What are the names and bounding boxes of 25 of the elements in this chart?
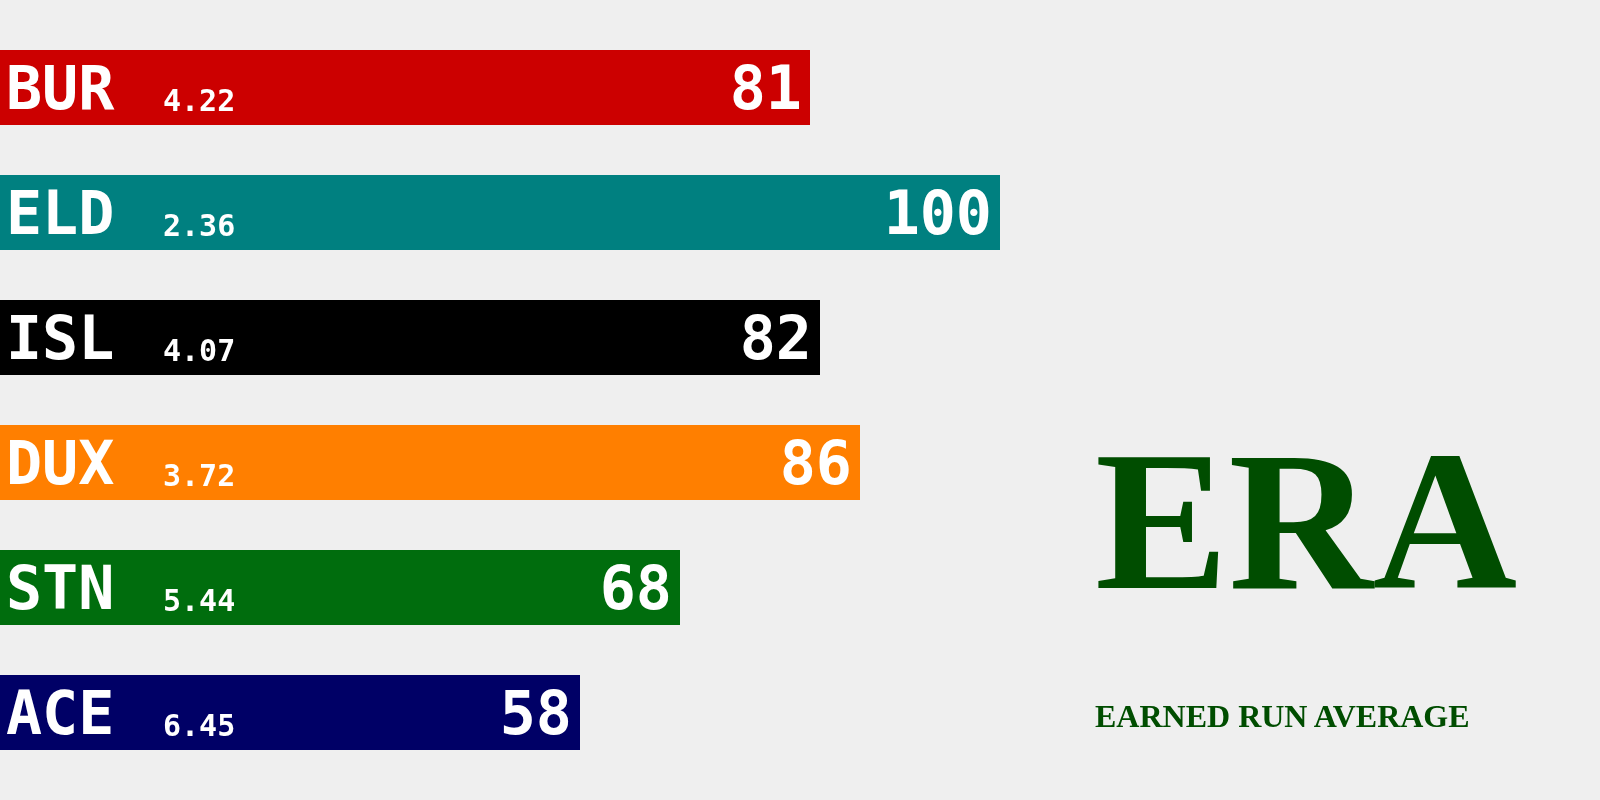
text: ERA xyxy=(1095,409,1518,631)
annotation: 4.07 xyxy=(163,333,236,368)
data-label: 58 xyxy=(499,677,572,748)
y-tick-label: BUR xyxy=(6,52,116,123)
y-tick-label: DUX xyxy=(6,427,115,498)
text: EARNED RUN AVERAGE xyxy=(1095,698,1470,734)
data-label: 100 xyxy=(883,177,992,248)
data-label: 81 xyxy=(729,52,802,123)
annotation: 6.45 xyxy=(163,708,236,743)
annotation: 2.36 xyxy=(163,208,236,243)
annotation: 5.44 xyxy=(163,583,236,618)
bar xyxy=(0,550,680,625)
bar xyxy=(0,425,860,500)
annotation: 3.72 xyxy=(163,458,236,493)
data-label: 68 xyxy=(599,552,672,623)
y-tick-label: STN xyxy=(6,552,115,623)
annotation: 4.22 xyxy=(163,83,236,118)
data-label: 82 xyxy=(739,302,812,373)
bar xyxy=(0,175,1000,250)
y-tick-label: ISL xyxy=(6,302,115,373)
bar xyxy=(0,50,810,125)
data-label: 86 xyxy=(779,427,852,498)
y-tick-label: ELD xyxy=(6,177,115,248)
y-tick-label: ACE xyxy=(6,677,115,748)
bar xyxy=(0,300,820,375)
